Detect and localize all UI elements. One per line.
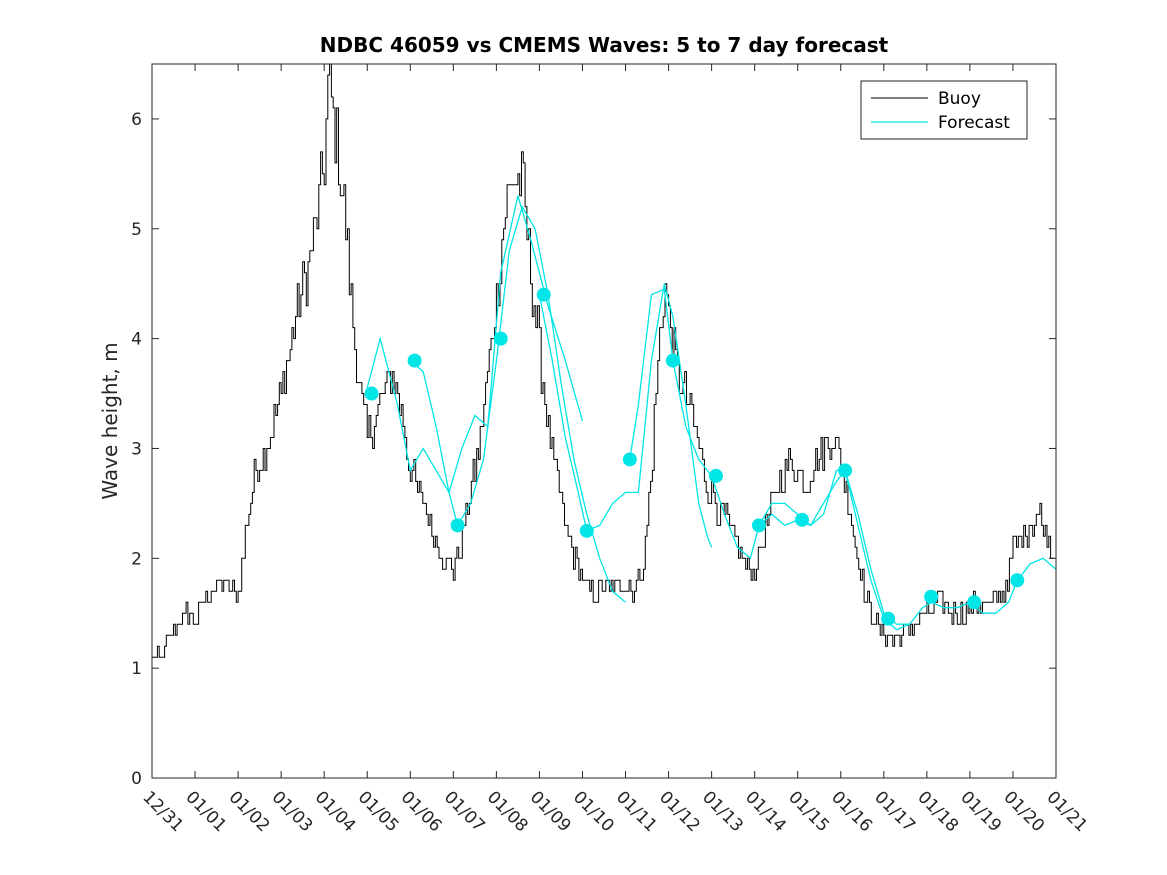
x-axis: 12/3101/0101/0201/0301/0401/0501/0601/07… [138, 64, 1091, 836]
x-tick-label: 01/01 [182, 787, 231, 836]
x-tick-label: 01/12 [655, 787, 704, 836]
forecast-marker [795, 512, 810, 527]
forecast-marker [967, 595, 982, 610]
forecast-marker [881, 611, 896, 626]
y-tick-label: 2 [131, 549, 142, 569]
forecast-marker [450, 518, 465, 533]
x-tick-label: 01/08 [483, 787, 532, 836]
x-tick-label: 01/15 [784, 787, 833, 836]
y-tick-label: 5 [131, 220, 142, 240]
y-axis-label: Wave height, m [98, 342, 122, 499]
forecast-marker [579, 523, 594, 538]
buoy-line [152, 64, 1055, 658]
forecast-marker [493, 331, 508, 346]
forecast-marker [407, 353, 422, 368]
plot-area [152, 64, 1056, 658]
forecast-line [538, 283, 713, 548]
series-group [152, 64, 1056, 658]
forecast-marker [536, 287, 551, 302]
legend-box [860, 80, 1028, 140]
x-tick-label: 01/13 [698, 787, 747, 836]
x-tick-label: 01/19 [956, 787, 1005, 836]
x-tick-label: 12/31 [138, 787, 187, 836]
y-tick-label: 6 [131, 110, 142, 130]
legend-forecast-label: Forecast [938, 113, 1010, 133]
forecast-line [409, 205, 626, 603]
x-tick-label: 01/11 [612, 787, 661, 836]
forecast-line [629, 288, 910, 631]
forecast-line [366, 195, 584, 495]
x-tick-label: 01/17 [870, 787, 919, 836]
x-tick-label: 01/18 [913, 787, 962, 836]
forecast-marker [665, 353, 680, 368]
forecast-marker [622, 452, 637, 467]
y-tick-label: 4 [131, 330, 142, 350]
x-tick-label: 01/16 [827, 787, 876, 836]
forecast-marker [708, 468, 723, 483]
forecast-marker [364, 386, 379, 401]
y-tick-label: 3 [131, 439, 142, 459]
legend: Buoy Forecast [860, 80, 1028, 140]
chart-title: NDBC 46059 vs CMEMS Waves: 5 to 7 day fo… [320, 33, 889, 57]
x-tick-label: 01/06 [397, 787, 446, 836]
legend-buoy-label: Buoy [938, 89, 981, 109]
x-tick-label: 01/02 [225, 787, 274, 836]
forecast-marker [751, 518, 766, 533]
x-tick-label: 01/10 [569, 787, 618, 836]
y-tick-label: 0 [131, 769, 142, 789]
forecast-marker [1010, 573, 1025, 588]
x-tick-label: 01/21 [1042, 787, 1091, 836]
x-tick-label: 01/05 [354, 787, 403, 836]
x-tick-label: 01/03 [268, 787, 317, 836]
y-tick-label: 1 [131, 659, 142, 679]
x-tick-label: 01/07 [440, 787, 489, 836]
x-tick-label: 01/20 [999, 787, 1048, 836]
x-tick-label: 01/09 [526, 787, 575, 836]
x-tick-label: 01/14 [741, 787, 790, 836]
x-tick-label: 01/04 [311, 787, 360, 836]
y-axis: 0 1 2 3 4 5 6 [131, 110, 1056, 789]
axes-box [151, 63, 1057, 779]
forecast-marker [924, 589, 939, 604]
forecast-marker [838, 463, 853, 478]
forecast-line [758, 469, 1056, 625]
